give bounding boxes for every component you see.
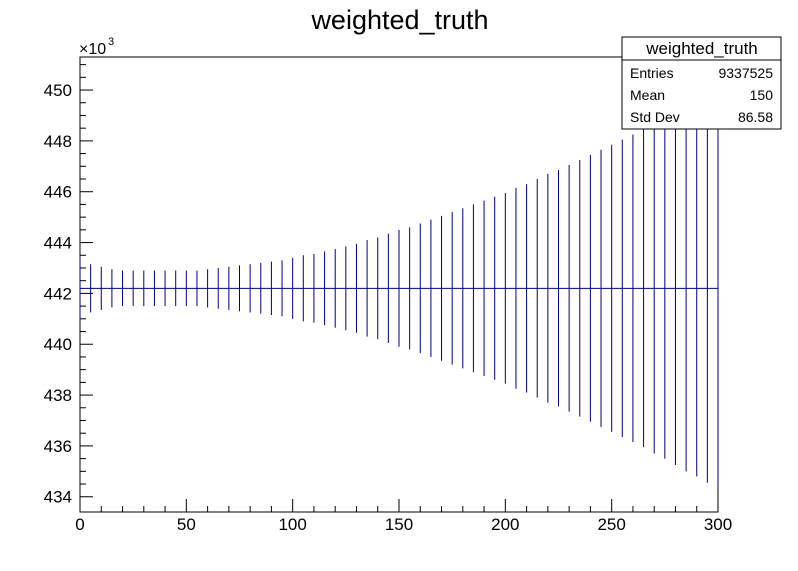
x-tick-label: 0 [75,515,84,534]
chart-title: weighted_truth [310,5,488,35]
y-tick-label: 434 [44,488,72,507]
stats-entries-value: 9337525 [718,65,773,81]
stats-mean-label: Mean [630,87,665,103]
stats-mean-value: 150 [750,87,774,103]
y-tick-label: 448 [44,132,72,151]
y-tick-label: 446 [44,183,72,202]
x-tick-label: 150 [385,515,413,534]
x-tick-label: 200 [491,515,519,534]
stats-stddev-label: Std Dev [630,109,680,125]
stats-box-frame [621,36,782,130]
y-axis: 434 436 438 440 442 444 446 448 450 [44,64,93,507]
x-axis: 0 50 100 150 200 250 300 [75,499,732,534]
x-tick-label: 300 [704,515,732,534]
y-tick-label: 442 [44,284,72,303]
stats-box: weighted_truth Entries 9337525 Mean 150 … [621,36,782,130]
y-tick-label: 440 [44,335,72,354]
stats-entries-label: Entries [630,65,674,81]
x-tick-label: 250 [597,515,625,534]
y-multiplier-label: ×10 [79,41,106,58]
y-tick-label: 438 [44,386,72,405]
y-tick-label: 450 [44,81,72,100]
x-tick-label: 50 [177,515,196,534]
stats-stddev-value: 86.58 [738,109,773,125]
y-tick-label: 436 [44,437,72,456]
y-multiplier-exponent: 3 [108,36,114,48]
y-tick-label: 444 [44,234,72,253]
stats-box-title: weighted_truth [645,39,758,58]
x-tick-label: 100 [278,515,306,534]
